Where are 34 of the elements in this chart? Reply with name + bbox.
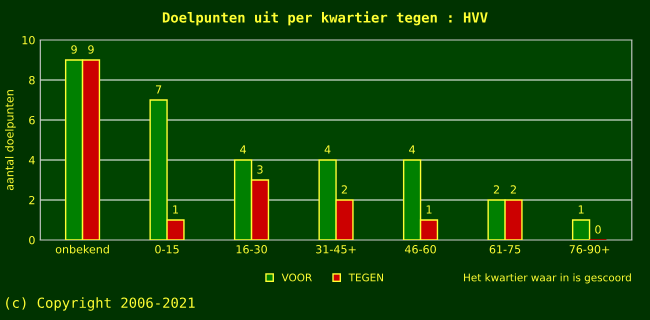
data-label: 2 [510, 185, 516, 194]
data-label: 4 [409, 145, 416, 154]
x-tick-label: 0-15 [155, 245, 179, 254]
bar [572, 219, 590, 240]
x-tick-label: 46-60 [404, 245, 436, 254]
data-label: 1 [426, 205, 432, 214]
y-tick-label: 4 [28, 156, 35, 164]
text: (c) Copyright 2006-2021 [6, 297, 195, 311]
data-label: 1 [578, 205, 584, 214]
data-label: 2 [494, 185, 500, 194]
data-label: 2 [342, 185, 347, 194]
y-tick-label: 8 [29, 76, 35, 84]
y-tick-label: 10 [22, 36, 35, 44]
x-tick-label: onbekend [56, 244, 109, 254]
x-tick-label: 61-75 [490, 245, 520, 254]
chart-title: Doelpunten uit per kwartier tegen : HVV [162, 11, 488, 26]
legend-label: VOOR [282, 274, 312, 282]
x-tick-label: 31-45+ [316, 245, 356, 254]
data-label: 4 [324, 145, 331, 154]
y-axis-title: aantal doelpunten [4, 90, 16, 190]
data-label: 3 [257, 165, 263, 174]
data-label: 9 [71, 45, 77, 54]
data-label: 4 [240, 145, 246, 154]
x-axis-title: Het kwartier waar in is gescoord [464, 273, 631, 284]
data-label: 1 [173, 205, 178, 214]
data-label: 7 [156, 85, 162, 94]
data-label: 9 [88, 45, 94, 54]
x-tick-label: 16-30 [236, 245, 267, 254]
legend-label: TEGEN [348, 274, 384, 282]
y-tick-label: 0 [29, 236, 35, 244]
y-tick-label: 2 [29, 196, 34, 204]
x-tick-label: 76-90+ [570, 245, 610, 254]
y-tick-label: 6 [29, 116, 35, 124]
data-label: 0 [595, 225, 601, 234]
